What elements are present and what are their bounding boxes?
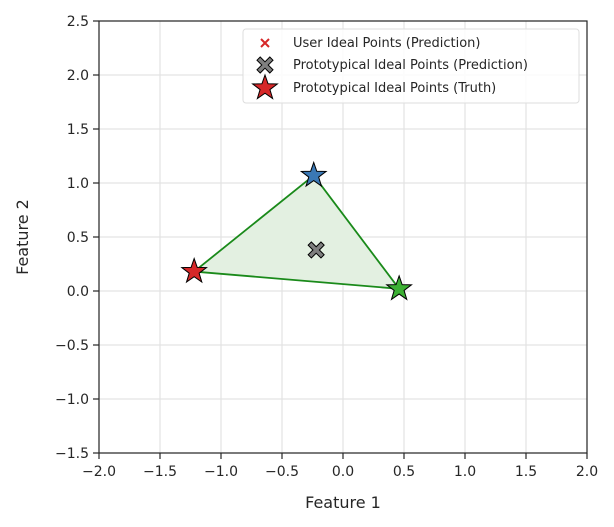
legend: User Ideal Points (Prediction) Prototypi… bbox=[242, 28, 580, 104]
x-tick-label: −0.5 bbox=[265, 464, 299, 480]
prototype-truth-point bbox=[180, 257, 208, 284]
legend-marker-prototype-prediction bbox=[256, 56, 274, 74]
y-tick-label: 1.0 bbox=[67, 176, 89, 192]
legend-marker-prototype-truth bbox=[251, 73, 279, 100]
x-tick-label: 2.0 bbox=[576, 464, 598, 480]
y-tick-label: −1.0 bbox=[55, 392, 89, 408]
x-axis: −2.0 −1.5 −1.0 −0.5 0.0 0.5 1.0 1.5 2.0 bbox=[82, 453, 598, 480]
y-tick-label: 2.5 bbox=[67, 14, 89, 30]
x-tick-label: −1.0 bbox=[204, 464, 238, 480]
prototype-truth-point bbox=[385, 274, 413, 301]
x-tick-label: −1.5 bbox=[143, 464, 177, 480]
legend-label-prototype-truth: Prototypical Ideal Points (Truth) bbox=[293, 81, 496, 96]
y-tick-label: −1.5 bbox=[55, 446, 89, 462]
legend-star-icon bbox=[251, 73, 279, 100]
x-tick-label: 1.5 bbox=[515, 464, 537, 480]
x-tick-label: 1.0 bbox=[454, 464, 476, 480]
x-tick-label: 0.5 bbox=[393, 464, 415, 480]
y-tick-label: 2.0 bbox=[67, 68, 89, 84]
prototype-hull-polygon bbox=[193, 174, 401, 290]
prototype-prediction-point bbox=[307, 241, 325, 259]
x-axis-title: Feature 1 bbox=[305, 493, 381, 512]
prototype-truth-point bbox=[299, 160, 328, 188]
legend-x-icon bbox=[260, 38, 270, 48]
legend-label-prototype-prediction: Prototypical Ideal Points (Prediction) bbox=[293, 58, 528, 73]
x-tick-label: −2.0 bbox=[82, 464, 116, 480]
y-tick-label: 1.5 bbox=[67, 122, 89, 138]
y-axis-title: Feature 2 bbox=[13, 199, 32, 275]
y-axis: −1.5 −1.0 −0.5 0.0 0.5 1.0 1.5 2.0 2.5 bbox=[55, 14, 99, 462]
y-tick-label: −0.5 bbox=[55, 338, 89, 354]
y-tick-label: 0.0 bbox=[67, 284, 89, 300]
legend-label-user-prediction: User Ideal Points (Prediction) bbox=[293, 36, 480, 51]
legend-thick-x-icon bbox=[256, 56, 274, 74]
y-tick-label: 0.5 bbox=[67, 230, 89, 246]
x-tick-label: 0.0 bbox=[332, 464, 354, 480]
legend-box bbox=[242, 28, 580, 104]
legend-marker-user-prediction bbox=[260, 38, 270, 48]
data-marks bbox=[180, 160, 413, 301]
